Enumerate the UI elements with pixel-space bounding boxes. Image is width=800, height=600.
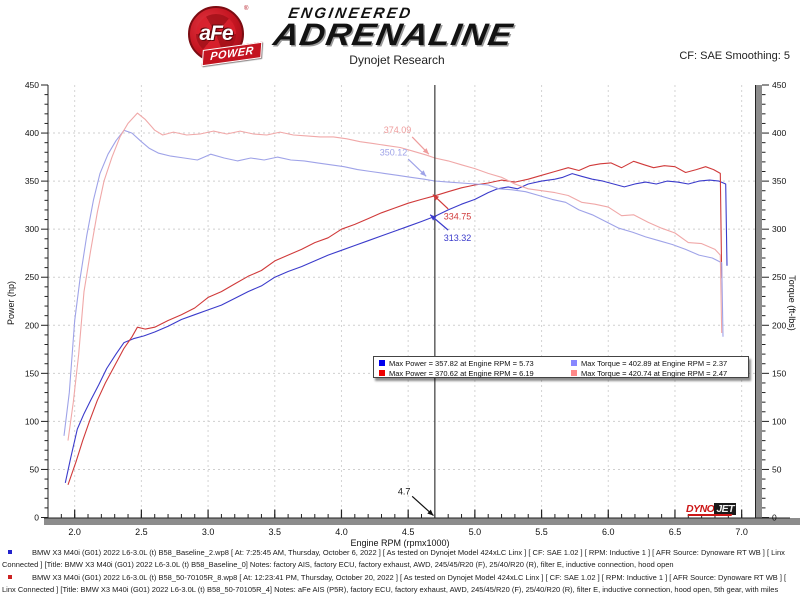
legend-item-afe-torque: Max Torque = 420.74 at Engine RPM = 2.47	[569, 369, 745, 378]
y-tick-label-right: 350	[772, 176, 786, 186]
y-tick-label-right: 100	[772, 416, 786, 426]
annotation-value-label: 4.7	[398, 487, 411, 497]
annotation-value-label: 374.09	[384, 125, 412, 135]
legend-swatch-afe-torque	[571, 370, 577, 376]
annotation-arrowhead	[427, 509, 434, 516]
x-axis-title: Engine RPM (rpmx1000)	[350, 538, 449, 548]
y-tick-label-left: 450	[25, 80, 39, 90]
x-tick-label: 6.5	[669, 527, 682, 537]
annotation-arrowhead	[422, 148, 429, 155]
run-description-text: BMW X3 M40i (G01) 2022 L6-3.0L (t) B58_B…	[2, 548, 785, 569]
annotation-value-label: 313.32	[444, 233, 472, 243]
registered-mark: ®	[244, 6, 249, 12]
x-tick-label: 7.0	[735, 527, 748, 537]
x-tick-label: 4.0	[335, 527, 348, 537]
y-tick-label-right: 400	[772, 128, 786, 138]
run-description-text: BMW X3 M40i (G01) 2022 L6-3.0L (t) B58_5…	[2, 573, 787, 594]
y-tick-label-left: 400	[25, 128, 39, 138]
run-bullet-afe	[8, 575, 12, 579]
run-descriptions: BMW X3 M40i (G01) 2022 L6-3.0L (t) B58_B…	[2, 547, 796, 597]
y-tick-label-right: 50	[772, 464, 782, 474]
x-tick-label: 5.5	[535, 527, 548, 537]
dynojet-logo-jet: JET	[714, 503, 737, 515]
run-entry-baseline: BMW X3 M40i (G01) 2022 L6-3.0L (t) B58_B…	[2, 547, 796, 570]
y-tick-label-left: 0	[34, 513, 39, 523]
legend-label: Max Torque = 402.89 at Engine RPM = 2.37	[581, 358, 728, 368]
legend-swatch-baseline-power	[379, 360, 385, 366]
legend-label: Max Power = 370.62 at Engine RPM = 6.19	[389, 368, 534, 378]
run-bullet-baseline	[8, 550, 12, 554]
x-tick-label: 6.0	[602, 527, 615, 537]
y-tick-label-right: 0	[772, 513, 777, 523]
right-axis-title: Torque (ft-lbs)	[787, 275, 797, 331]
series-afe-power	[67, 160, 723, 485]
right-axis-bar	[756, 85, 762, 525]
x-tick-label: 3.0	[202, 527, 215, 537]
legend-label: Max Torque = 420.74 at Engine RPM = 2.47	[581, 368, 728, 378]
legend-box: Max Power = 357.82 at Engine RPM = 5.73 …	[373, 356, 749, 378]
y-tick-label-right: 200	[772, 320, 786, 330]
annotation-arrowhead	[432, 194, 440, 201]
series-baseline-power	[64, 173, 728, 484]
x-axis-bar	[44, 518, 800, 525]
x-tick-label: 4.5	[402, 527, 415, 537]
page-title: Dynojet Research	[349, 53, 445, 67]
x-tick-label: 2.5	[135, 527, 148, 537]
correction-factor-label: CF: SAE Smoothing: 5	[679, 50, 790, 62]
annotation-value-label: 350.12	[380, 147, 408, 157]
series-baseline-torque	[63, 129, 724, 436]
run-entry-afe: BMW X3 M40i (G01) 2022 L6-3.0L (t) B58_5…	[2, 572, 796, 595]
legend-swatch-baseline-torque	[571, 360, 577, 366]
dynojet-logo: DYNO JET	[686, 503, 737, 515]
annotation-arrowhead	[430, 214, 437, 221]
legend-item-baseline-power: Max Power = 357.82 at Engine RPM = 5.73	[377, 359, 569, 368]
afe-logo-text: aFe	[199, 22, 233, 45]
y-tick-label-left: 150	[25, 368, 39, 378]
annotation-value-label: 334.75	[444, 212, 472, 222]
y-tick-label-right: 250	[772, 272, 786, 282]
x-tick-label: 2.0	[68, 527, 81, 537]
annotation-arrowhead	[420, 170, 427, 177]
legend-item-afe-power: Max Power = 370.62 at Engine RPM = 6.19	[377, 369, 569, 378]
header: aFe ® POWER ENGINEERED ADRENALINE Dynoje…	[0, 0, 800, 75]
y-tick-label-right: 300	[772, 224, 786, 234]
y-tick-label-left: 250	[25, 272, 39, 282]
y-tick-label-left: 350	[25, 176, 39, 186]
left-axis-title: Power (hp)	[6, 281, 16, 325]
y-tick-label-right: 450	[772, 80, 786, 90]
series-afe-torque	[67, 112, 723, 441]
y-tick-label-left: 50	[30, 464, 40, 474]
x-tick-label: 3.5	[269, 527, 282, 537]
y-tick-label-left: 300	[25, 224, 39, 234]
y-tick-label-left: 100	[25, 416, 39, 426]
legend-item-baseline-torque: Max Torque = 402.89 at Engine RPM = 2.37	[569, 359, 745, 368]
legend-swatch-afe-power	[379, 370, 385, 376]
x-tick-label: 5.0	[469, 527, 482, 537]
dynojet-logo-dyno: DYNO	[686, 503, 715, 515]
y-tick-label-right: 150	[772, 368, 786, 378]
afe-power-logo: aFe ® POWER	[188, 6, 268, 68]
legend-label: Max Power = 357.82 at Engine RPM = 5.73	[389, 358, 534, 368]
y-tick-label-left: 200	[25, 320, 39, 330]
